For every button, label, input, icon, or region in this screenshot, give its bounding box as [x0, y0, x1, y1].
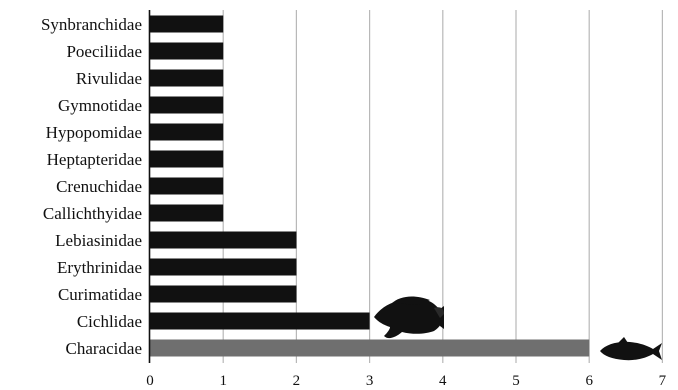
category-label: Gymnotidae	[58, 96, 142, 115]
category-label: Curimatidae	[58, 285, 142, 304]
category-label: Lebiasinidae	[55, 231, 142, 250]
bar-cichlidae	[150, 312, 370, 330]
category-labels: Synbranchidae Poeciliidae Rivulidae Gymnoti…	[41, 15, 142, 358]
bar-crenuchidae	[150, 177, 224, 195]
gridlines	[222, 10, 664, 363]
category-label: Cichlidae	[77, 312, 142, 331]
x-tick-label: 1	[219, 373, 227, 389]
x-tick-label: 0	[146, 373, 154, 389]
category-label: Erythrinidae	[57, 258, 142, 277]
category-label: Characidae	[66, 339, 142, 358]
bar-poeciliidae	[150, 42, 224, 60]
bar-rivulidae	[150, 69, 224, 87]
category-label: Rivulidae	[76, 69, 142, 88]
category-label: Heptapteridae	[47, 150, 142, 169]
category-label: Callichthyidae	[43, 204, 142, 223]
category-label: Poeciliidae	[66, 42, 142, 61]
bar-curimatidae	[150, 285, 297, 303]
bars	[150, 15, 590, 357]
category-label: Synbranchidae	[41, 15, 142, 34]
bar-gymnotidae	[150, 96, 224, 114]
bar-erythrinidae	[150, 258, 297, 276]
x-tick-labels: 0 1 2 3 4 5 6 7	[146, 373, 666, 389]
x-tick-label: 4	[439, 373, 447, 389]
x-tick-label: 5	[512, 373, 520, 389]
bar-callichthyidae	[150, 204, 224, 222]
x-tick-label: 3	[366, 373, 374, 389]
characid-fish-icon	[600, 337, 662, 361]
bar-characidae	[150, 339, 590, 357]
x-tick-label: 6	[585, 373, 593, 389]
x-tick-label: 7	[659, 373, 667, 389]
category-label: Crenuchidae	[56, 177, 142, 196]
x-tick-label: 2	[293, 373, 301, 389]
bar-hypopomidae	[150, 123, 224, 141]
cichlid-fish-icon	[374, 296, 444, 339]
bar-lebiasinidae	[150, 231, 297, 249]
category-label: Hypopomidae	[46, 123, 142, 142]
bar-synbranchidae	[150, 15, 224, 33]
bar-heptapteridae	[150, 150, 224, 168]
